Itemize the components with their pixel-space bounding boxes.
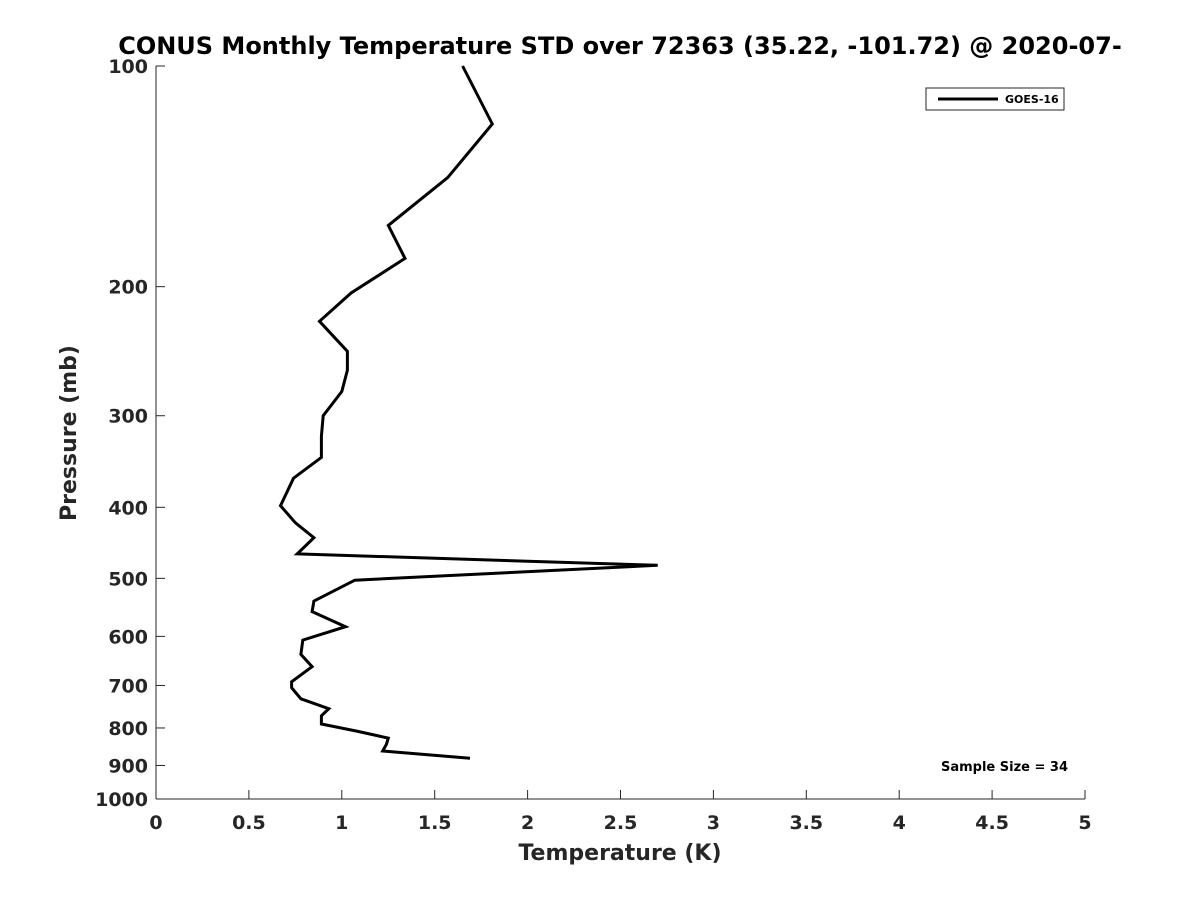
axes (155, 66, 1085, 800)
y-axis: 100 200 300 400 500 600 700 800 900 1000 (95, 56, 165, 811)
y-axis-label: Pressure (mb) (57, 345, 82, 521)
y-tick-label: 700 (108, 675, 148, 697)
x-tick-label: 2 (521, 812, 534, 834)
x-tick-label: 4 (893, 812, 906, 834)
y-tick-label: 300 (108, 406, 148, 428)
y-tick-label: 400 (108, 497, 148, 519)
y-tick-label: 1000 (95, 789, 148, 811)
x-tick-label: 2.5 (604, 812, 638, 834)
y-tick-label: 500 (108, 568, 148, 590)
x-tick-label: 3 (707, 812, 720, 834)
x-tick-label: 0.5 (232, 812, 266, 834)
series-layer (278, 65, 658, 760)
series-line-goes-16 (278, 65, 658, 760)
x-tick-label: 0 (149, 812, 162, 834)
y-tick-label: 600 (108, 626, 148, 648)
x-axis: 0 0.5 1 1.5 2 2.5 3 3.5 4 4.5 5 (149, 790, 1092, 834)
x-tick-label: 1 (335, 812, 348, 834)
y-tick-label: 900 (108, 755, 148, 777)
y-tick-label: 800 (108, 718, 148, 740)
sample-size-annotation: Sample Size = 34 (941, 760, 1068, 775)
x-tick-label: 3.5 (789, 812, 823, 834)
legend-entry-label: GOES-16 (1005, 93, 1059, 106)
x-axis-label: Temperature (K) (518, 841, 721, 866)
chart-title: CONUS Monthly Temperature STD over 72363… (118, 32, 1122, 60)
x-tick-label: 4.5 (975, 812, 1009, 834)
y-tick-label: 200 (108, 277, 148, 299)
x-tick-label: 5 (1078, 812, 1091, 834)
x-tick-label: 1.5 (418, 812, 452, 834)
legend: GOES-16 (925, 87, 1065, 111)
y-tick-label: 100 (108, 56, 148, 78)
